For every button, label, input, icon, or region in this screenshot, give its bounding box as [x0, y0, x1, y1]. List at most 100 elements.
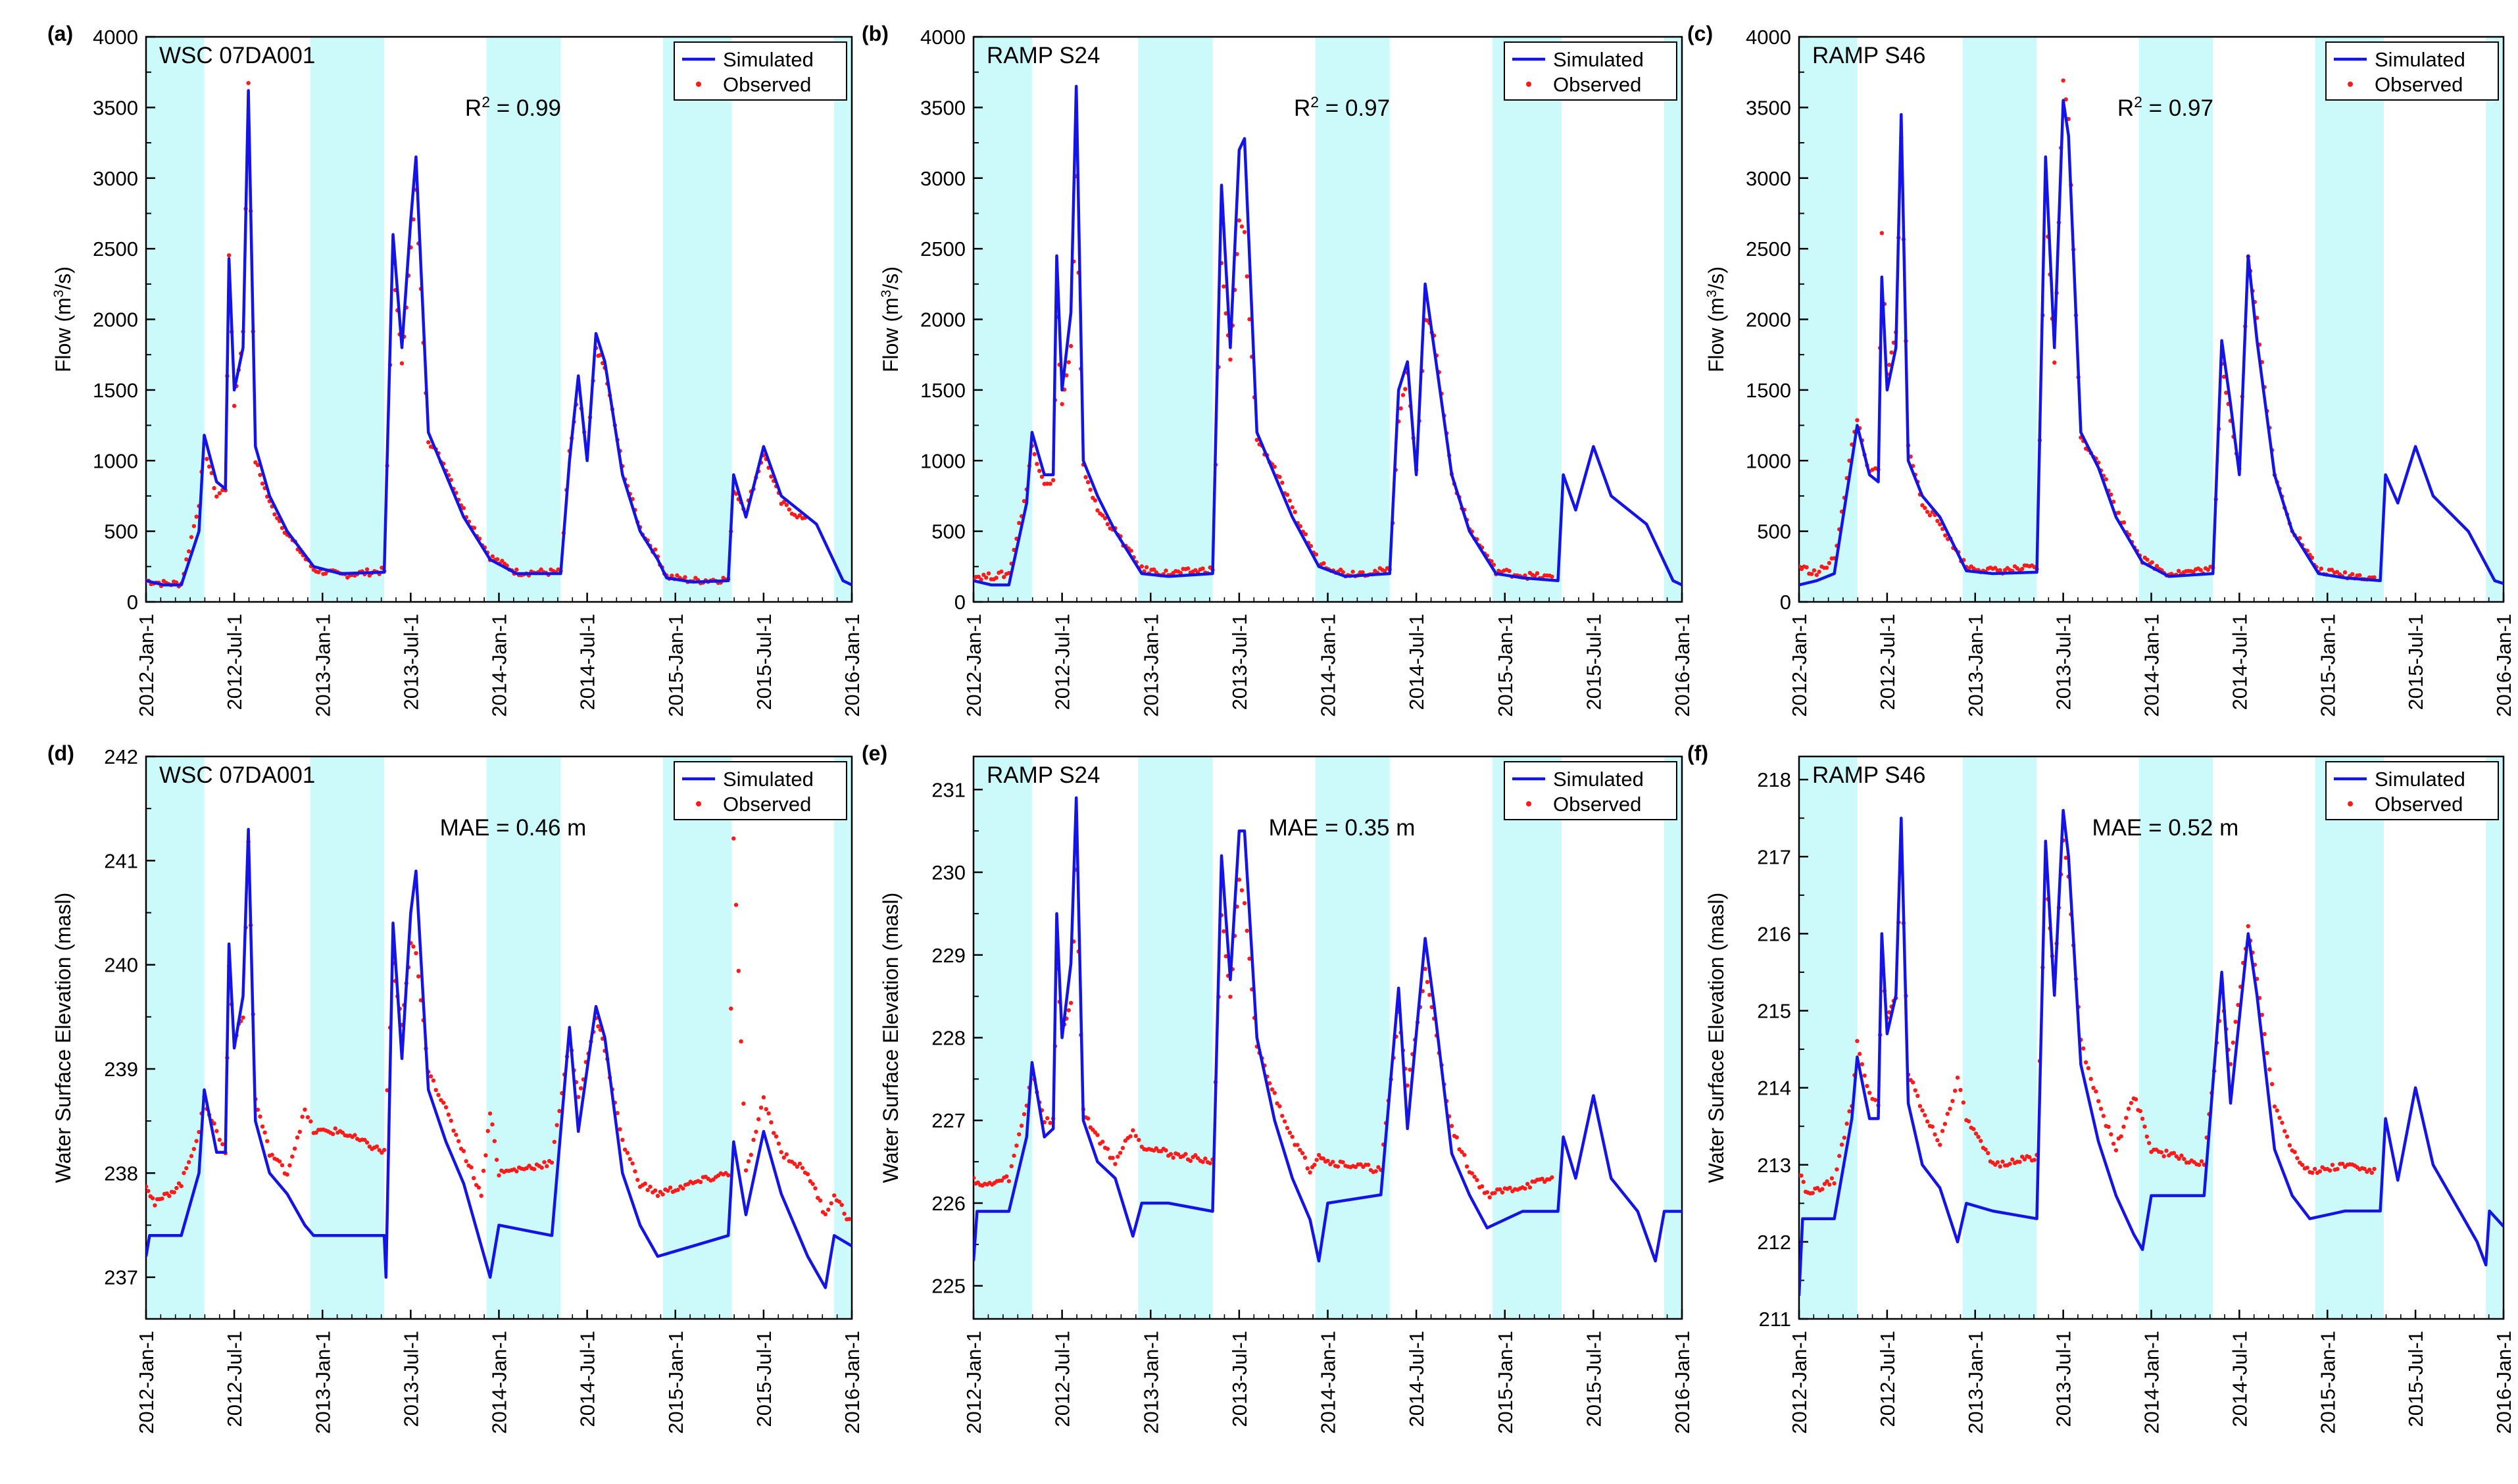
- observed-point: [681, 1186, 685, 1191]
- y-tick-label: 3500: [93, 96, 138, 119]
- observed-point: [979, 577, 983, 582]
- legend-observed-swatch: [2348, 801, 2353, 806]
- y-tick-label: 237: [104, 1266, 138, 1289]
- x-tick-label: 2014-Jul-1: [1405, 614, 1428, 710]
- observed-point: [2372, 1166, 2377, 1172]
- panel-label: (a): [47, 22, 73, 45]
- observed-point: [1045, 482, 1050, 486]
- y-tick-label: 1500: [920, 379, 966, 402]
- x-tick-label: 2015-Jul-1: [753, 614, 776, 710]
- observed-point: [999, 569, 1004, 574]
- observed-point: [1832, 1181, 1837, 1186]
- observed-point: [655, 1193, 660, 1199]
- observed-point: [2121, 1124, 2126, 1129]
- observed-point: [1237, 218, 1242, 223]
- observed-point: [2146, 1141, 2152, 1145]
- observed-point: [1239, 224, 1245, 229]
- data-layer: [1799, 808, 2504, 1297]
- observed-point: [736, 968, 741, 974]
- observed-point: [1254, 437, 1260, 442]
- observed-point: [1321, 1156, 1325, 1161]
- x-tick-label: 2014-Jan-1: [488, 614, 511, 717]
- y-tick-label: 1000: [93, 449, 138, 472]
- site-label: RAMP S24: [987, 43, 1100, 68]
- observed-point: [2063, 97, 2068, 102]
- observed-point: [1976, 1135, 1981, 1139]
- stat-sup: 2: [481, 93, 490, 111]
- observed-point: [1500, 1190, 1505, 1195]
- y-tick-label: 4000: [93, 26, 138, 49]
- observed-point: [1405, 1083, 1410, 1088]
- observed-point: [1045, 1116, 1050, 1121]
- observed-point: [2312, 1166, 2317, 1172]
- observed-point: [808, 1179, 812, 1183]
- observed-point: [527, 1163, 531, 1168]
- observed-point: [2300, 1162, 2305, 1168]
- shaded-band: [1138, 756, 1213, 1319]
- observed-point: [2129, 1101, 2134, 1105]
- observed-point: [1200, 566, 1205, 571]
- y-tick-label: 215: [1757, 1000, 1791, 1023]
- observed-point: [1208, 1161, 1212, 1166]
- stat-annotation: R2 = 0.99: [465, 93, 561, 121]
- observed-point: [1844, 1122, 1849, 1126]
- observed-point: [1961, 1100, 1966, 1105]
- observed-point: [2104, 477, 2108, 482]
- observed-point: [1454, 1135, 1459, 1140]
- observed-point: [557, 1108, 562, 1114]
- observed-point: [813, 1186, 818, 1191]
- y-tick-label: 500: [1757, 520, 1791, 543]
- observed-point: [1237, 878, 1242, 882]
- observed-point: [2126, 1106, 2131, 1111]
- shaded-band: [662, 756, 732, 1319]
- shaded-band: [310, 37, 385, 602]
- observed-point: [761, 1095, 766, 1100]
- x-tick-label: 2013-Jul-1: [1228, 1331, 1251, 1427]
- x-tick-label: 2012-Jul-1: [1876, 614, 1899, 710]
- observed-point: [2083, 1060, 2088, 1065]
- observed-point: [1017, 520, 1022, 526]
- y-tick-label: 2500: [93, 237, 138, 260]
- observed-point: [1804, 565, 1809, 570]
- observed-point: [633, 1169, 637, 1174]
- panel-label: (c): [1687, 22, 1713, 45]
- y-tick-label: 218: [1757, 768, 1791, 791]
- y-tick-label: 1500: [1746, 379, 1791, 402]
- observed-point: [1287, 1130, 1293, 1135]
- observed-point: [461, 1149, 466, 1154]
- x-tick-label: 2014-Jan-1: [2140, 614, 2163, 717]
- site-label: WSC 07DA001: [159, 43, 315, 68]
- observed-point: [1222, 284, 1226, 289]
- observed-point: [2362, 1166, 2367, 1172]
- observed-point: [2010, 1157, 2015, 1162]
- observed-point: [2000, 1159, 2005, 1164]
- shaded-band: [662, 37, 732, 602]
- observed-point: [1239, 888, 1245, 893]
- shaded-band: [1138, 37, 1213, 602]
- observed-point: [191, 524, 197, 528]
- observed-point: [275, 516, 280, 520]
- x-tick-label: 2016-Jan-1: [2492, 1331, 2515, 1434]
- y-tick-label: 217: [1757, 845, 1791, 868]
- observed-point: [1814, 572, 1819, 578]
- observed-point: [1971, 1127, 1976, 1131]
- site-label: RAMP S24: [987, 762, 1100, 788]
- observed-point: [1408, 1067, 1412, 1072]
- y-axis-label-unit: /s): [879, 266, 902, 290]
- observed-point: [1120, 1146, 1125, 1150]
- observed-point: [2106, 1124, 2111, 1129]
- y-axis-label-text: Flow (m: [1704, 297, 1728, 372]
- observed-point: [2265, 1051, 2269, 1055]
- observed-point: [364, 1140, 370, 1145]
- observed-point: [2008, 1162, 2012, 1166]
- observed-point: [1270, 1087, 1275, 1092]
- observed-point: [469, 1165, 474, 1170]
- y-axis-label-sup: 3: [1704, 290, 1719, 298]
- y-tick-label: 3000: [93, 167, 138, 190]
- observed-point: [1979, 1139, 1983, 1143]
- observed-point: [2305, 1166, 2309, 1170]
- observed-point: [653, 1188, 658, 1193]
- observed-point: [2154, 564, 2160, 568]
- x-tick-label: 2014-Jan-1: [1317, 1331, 1340, 1434]
- observed-point: [232, 403, 237, 408]
